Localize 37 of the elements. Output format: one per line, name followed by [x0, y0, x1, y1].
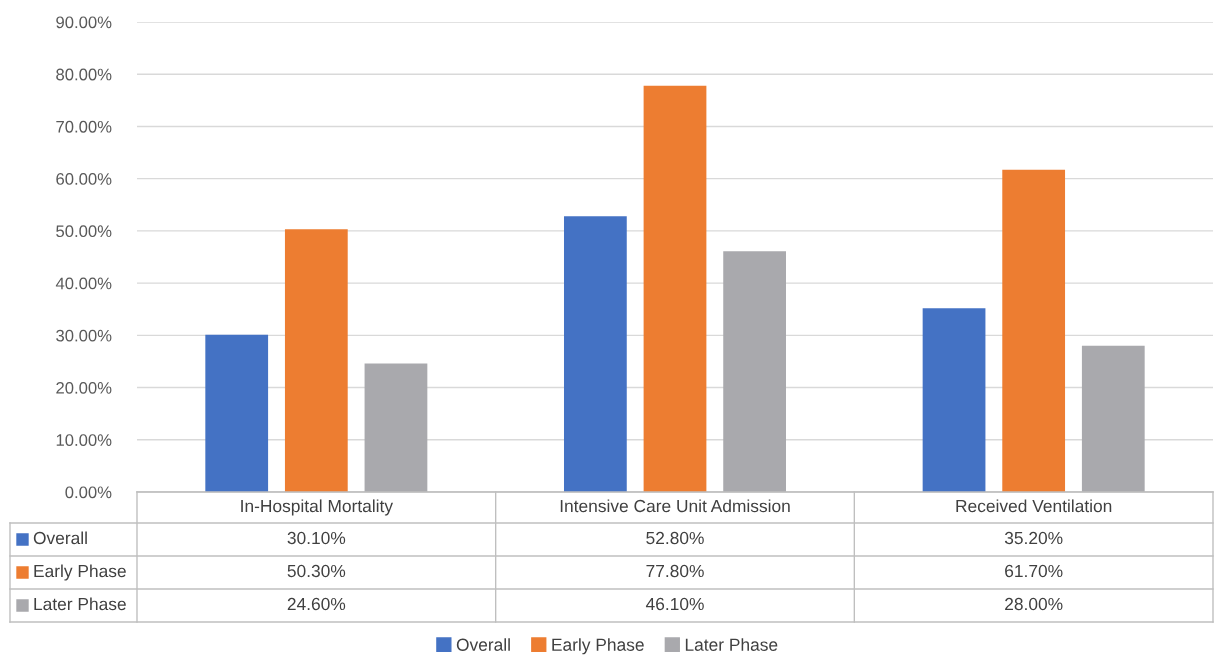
legend-label: Overall — [33, 531, 87, 545]
data-label: 28.00% — [1005, 597, 1063, 611]
data-label: 35.20% — [1004, 531, 1063, 545]
bar — [563, 216, 627, 492]
data-label: 46.10% — [645, 597, 704, 611]
bar — [643, 85, 707, 492]
text: Later Phase — [34, 597, 126, 611]
y-tick-label: 40.00% — [55, 277, 112, 290]
y-tick-label: 90.00% — [56, 16, 112, 29]
x-tick-label: Intensive Care Unit Admission — [560, 499, 790, 513]
bar — [364, 363, 428, 492]
bar — [284, 229, 348, 492]
bar — [723, 251, 787, 492]
bar — [1002, 169, 1066, 492]
data-label: 24.60% — [287, 597, 346, 611]
y-tick-label: 10.00% — [56, 434, 112, 446]
data-label: 30.10% — [287, 531, 346, 545]
y-tick-label: 70.00% — [56, 120, 112, 133]
y-tick-label: 30.00% — [56, 329, 112, 342]
bar — [1081, 345, 1145, 492]
text: Overall — [456, 638, 510, 651]
y-tick-label: 60.00% — [56, 173, 112, 185]
bar — [205, 334, 269, 492]
x-tick-label: Received Ventilation — [956, 499, 1112, 513]
bar — [922, 308, 986, 492]
y-tick-label: 0.00% — [65, 486, 112, 499]
data-label: 50.30% — [287, 564, 346, 578]
data-label: 61.70% — [1005, 564, 1063, 578]
legend-label: Later Phase — [685, 638, 778, 651]
x-tick-label: In-Hospital Mortality — [241, 499, 394, 516]
y-tick-label: 20.00% — [56, 381, 112, 394]
text: Early Phase — [34, 564, 126, 581]
y-tick-label: 50.00% — [56, 225, 112, 238]
data-label: 52.80% — [646, 531, 704, 545]
data-label: 77.80% — [646, 564, 704, 578]
y-tick-label: 80.00% — [56, 68, 112, 81]
legend-label: Early Phase — [552, 638, 644, 655]
